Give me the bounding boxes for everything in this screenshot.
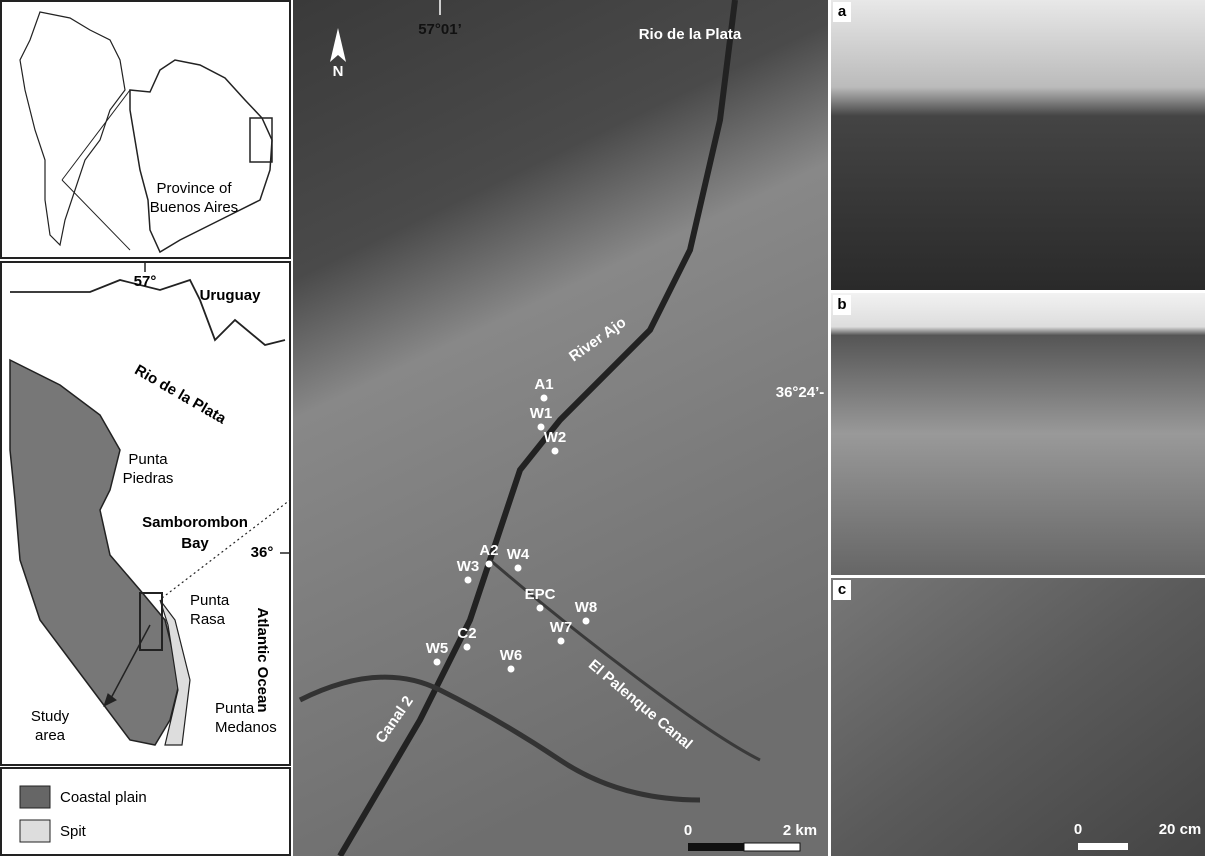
north-label: N <box>333 63 344 80</box>
site-label: W5 <box>426 640 449 657</box>
south-america <box>20 12 125 245</box>
pointer-line <box>62 90 130 180</box>
scale-label: 20 cm <box>1159 821 1202 838</box>
photo-label: c <box>838 581 846 598</box>
scale-label: 0 <box>684 822 692 839</box>
photo-a <box>831 0 1205 290</box>
legend-label: Spit <box>60 823 87 840</box>
place-label: Piedras <box>123 470 174 487</box>
site-label: W3 <box>457 558 480 575</box>
latitude-label: 36° <box>251 544 274 561</box>
legend-swatch <box>20 786 50 808</box>
study-label: Study <box>31 708 70 725</box>
legend-label: Coastal plain <box>60 789 147 806</box>
inset-frame <box>1 1 290 258</box>
ocean-label: Atlantic Ocean <box>254 607 271 712</box>
site-label: W7 <box>550 619 573 636</box>
place-label: Medanos <box>215 719 277 736</box>
photo-b <box>831 293 1205 575</box>
site-label: EPC <box>525 586 556 603</box>
study-label: area <box>35 727 66 744</box>
site-label: W2 <box>544 429 567 446</box>
legend-swatch <box>20 820 50 842</box>
place-label: Rasa <box>190 611 226 628</box>
bay-label: Samborombon <box>142 514 248 531</box>
river-label: Rio de la Plata <box>132 362 230 428</box>
site-marker <box>515 565 522 572</box>
photo-c <box>831 578 1205 856</box>
province-box <box>250 118 272 162</box>
site-label: W1 <box>530 405 553 422</box>
scale-bar <box>688 843 744 851</box>
site-label: A2 <box>479 542 498 559</box>
site-marker <box>552 448 559 455</box>
site-label: W6 <box>500 647 523 664</box>
pointer-line <box>62 180 130 250</box>
site-label: W4 <box>507 546 530 563</box>
bay-label: Bay <box>181 535 209 552</box>
place-label: Punta <box>190 592 230 609</box>
province-label: Province of <box>156 180 232 197</box>
site-label: A1 <box>534 376 553 393</box>
longitude-label: 57°01’ <box>418 21 462 38</box>
site-label: W8 <box>575 599 598 616</box>
scale-bar <box>1078 843 1128 850</box>
site-marker <box>558 638 565 645</box>
site-marker <box>486 561 493 568</box>
scale-label: 0 <box>1074 821 1082 838</box>
site-marker <box>537 605 544 612</box>
photos <box>831 0 1205 856</box>
latitude-label: 36°24’- <box>776 384 825 401</box>
site-marker <box>541 395 548 402</box>
site-label: C2 <box>457 625 476 642</box>
photo-label: b <box>837 296 846 313</box>
place-label: Punta <box>215 700 255 717</box>
country-label: Uruguay <box>200 287 262 304</box>
figure: Province of Buenos Aires 57° Uruguay Rio de … <box>0 0 1205 856</box>
site-marker <box>465 577 472 584</box>
river-label: Rio de la Plata <box>639 26 742 43</box>
site-marker <box>508 666 515 673</box>
site-marker <box>464 644 471 651</box>
site-marker <box>434 659 441 666</box>
scale-label: 2 km <box>783 822 817 839</box>
place-label: Punta <box>128 451 168 468</box>
province-label: Buenos Aires <box>150 199 238 216</box>
scale-bar <box>744 843 800 851</box>
site-marker <box>583 618 590 625</box>
longitude-label: 57° <box>134 273 157 290</box>
coastal-plain <box>10 360 180 745</box>
photo-label: a <box>838 3 847 20</box>
